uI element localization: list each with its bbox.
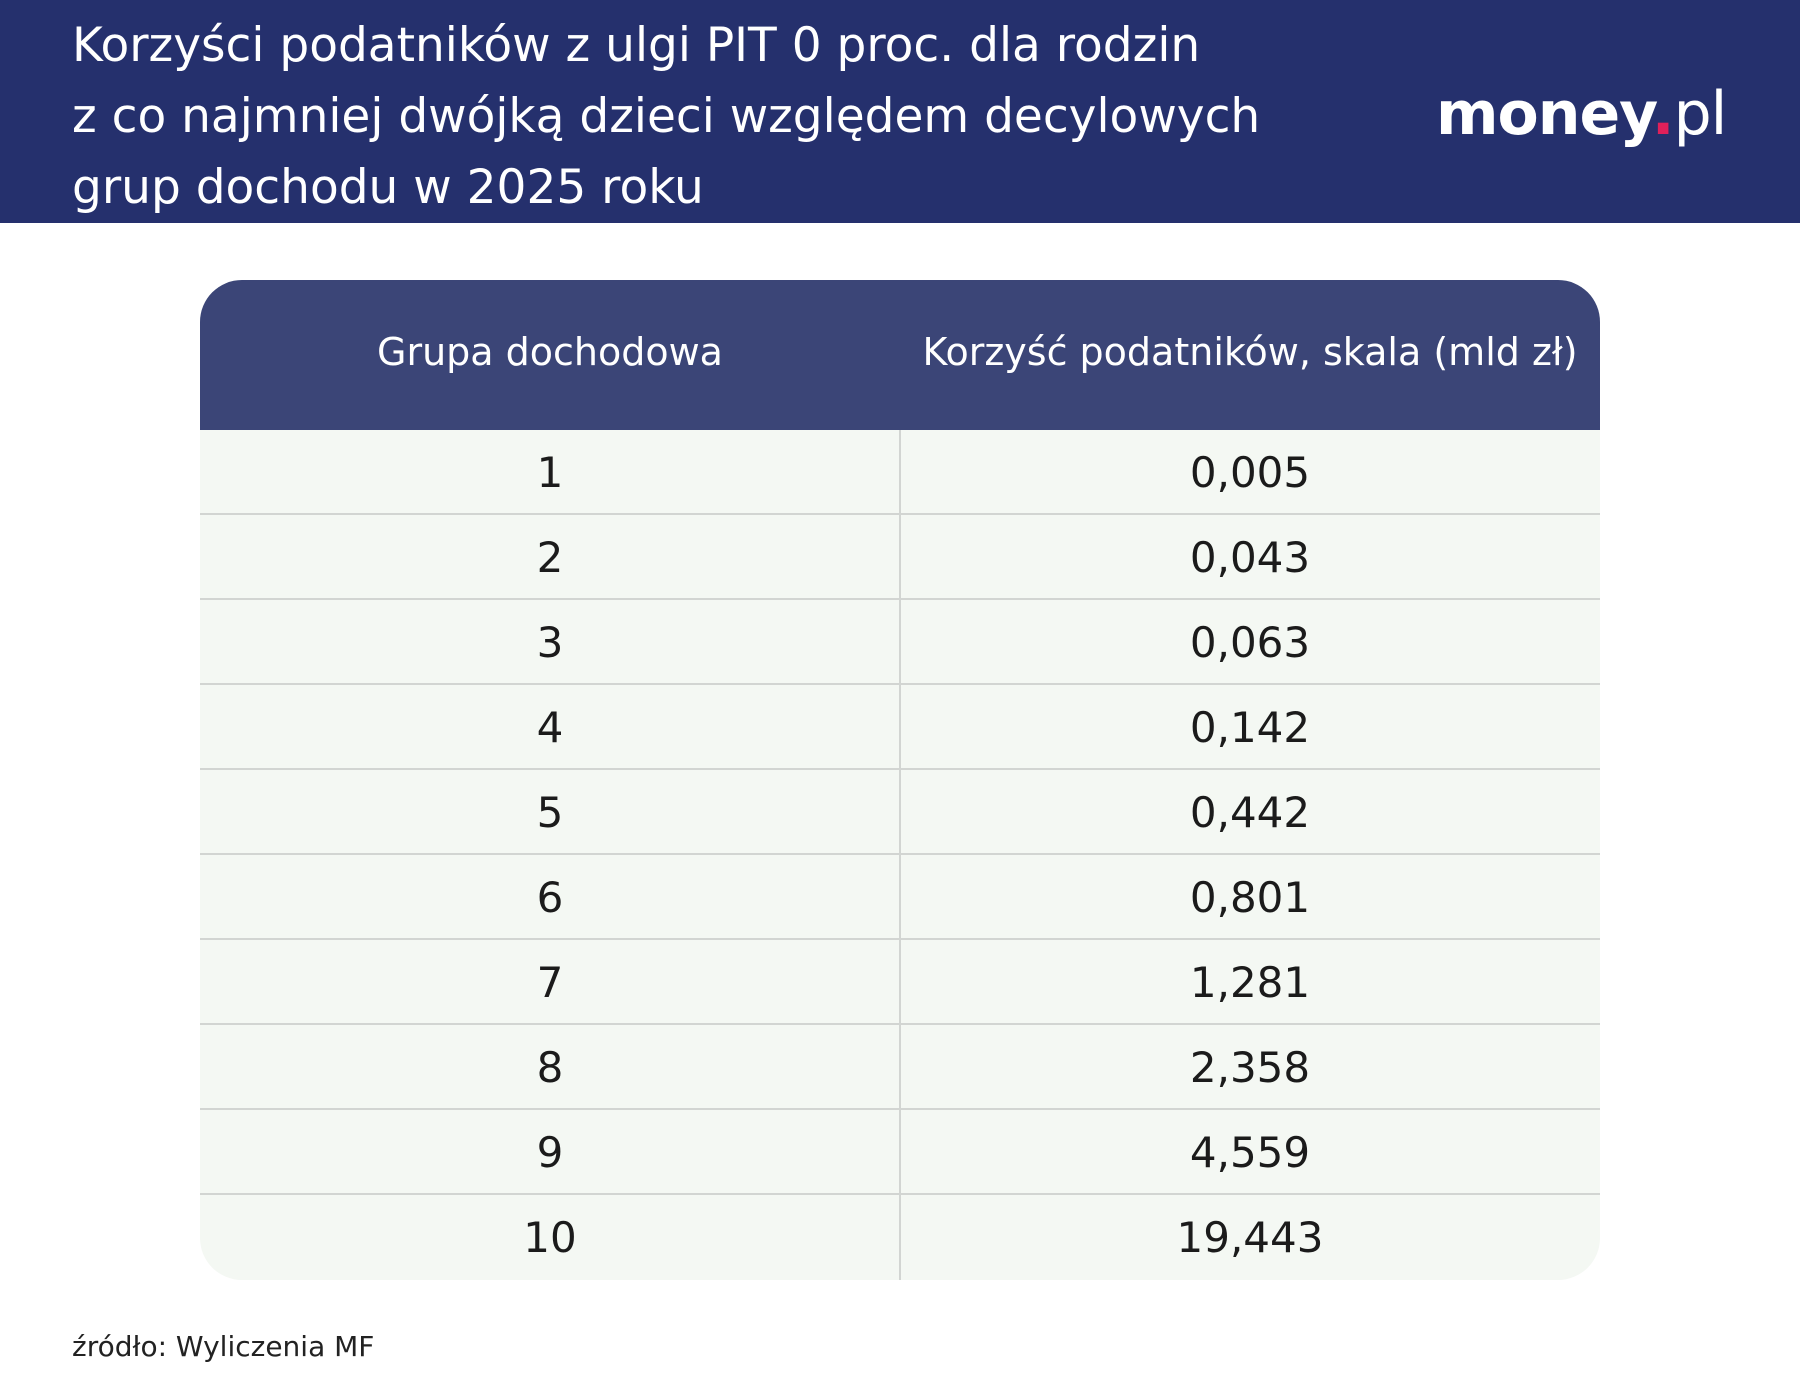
table-row: 4 0,142 — [200, 685, 1600, 770]
benefit-value-cell: 19,443 — [1176, 1213, 1324, 1262]
title-line-3: grup dochodu w 2025 roku — [72, 160, 704, 215]
row-separator — [200, 1023, 1600, 1025]
row-separator — [200, 598, 1600, 600]
income-group-cell: 2 — [536, 533, 564, 582]
column-header-group: Grupa dochodowa — [377, 330, 723, 374]
income-group-cell: 9 — [536, 1128, 564, 1177]
table-row: 6 0,801 — [200, 855, 1600, 940]
row-separator — [200, 683, 1600, 685]
table-row: 7 1,281 — [200, 940, 1600, 1025]
benefit-value-cell: 0,063 — [1189, 618, 1311, 667]
benefit-value-cell: 0,043 — [1189, 533, 1311, 582]
income-group-cell: 7 — [536, 958, 564, 1007]
column-header-value: Korzyść podatników, skala (mld zł) — [922, 330, 1578, 374]
header-banner: Korzyści podatników z ulgi PIT 0 proc. d… — [0, 0, 1800, 223]
row-separator — [200, 1108, 1600, 1110]
row-separator — [200, 768, 1600, 770]
row-separator — [200, 1193, 1600, 1195]
table-row: 10 19,443 — [200, 1195, 1600, 1280]
benefit-value-cell: 0,005 — [1189, 448, 1311, 497]
table-row: 2 0,043 — [200, 515, 1600, 600]
income-group-cell: 4 — [536, 703, 564, 752]
table-row: 3 0,063 — [200, 600, 1600, 685]
income-group-cell: 8 — [536, 1043, 564, 1092]
benefit-value-cell: 4,559 — [1189, 1128, 1311, 1177]
row-separator — [200, 938, 1600, 940]
benefit-value-cell: 0,442 — [1189, 788, 1311, 837]
table-row: 8 2,358 — [200, 1025, 1600, 1110]
row-separator — [200, 513, 1600, 515]
logo-word: money — [1436, 79, 1653, 149]
income-group-cell: 1 — [536, 448, 564, 497]
logo-dot: . — [1651, 79, 1675, 149]
table-body: 1 0,005 2 0,043 3 0,063 4 0,142 5 0,442 6 0,801 7 1,2… — [200, 430, 1600, 1280]
table-row: 9 4,559 — [200, 1110, 1600, 1195]
data-table: Grupa dochodowa Korzyść podatników, skal… — [200, 280, 1600, 1280]
income-group-cell: 10 — [523, 1213, 577, 1262]
title-line-1: Korzyści podatników z ulgi PIT 0 proc. d… — [72, 18, 1201, 73]
chart-title: Korzyści podatników z ulgi PIT 0 proc. d… — [72, 10, 1372, 223]
column-divider — [899, 430, 901, 1280]
title-line-2: z co najmniej dwójką dzieci względem dec… — [72, 89, 1261, 144]
income-group-cell: 5 — [536, 788, 564, 837]
income-group-cell: 6 — [536, 873, 564, 922]
benefit-value-cell: 0,142 — [1189, 703, 1311, 752]
table-row: 1 0,005 — [200, 430, 1600, 515]
benefit-value-cell: 0,801 — [1189, 873, 1311, 922]
source-note: źródło: Wyliczenia MF — [72, 1330, 375, 1363]
money-pl-logo: money.pl — [1436, 74, 1728, 154]
table-header: Grupa dochodowa Korzyść podatników, skal… — [200, 280, 1600, 430]
income-group-cell: 3 — [536, 618, 564, 667]
row-separator — [200, 853, 1600, 855]
logo-tld: pl — [1673, 79, 1728, 149]
benefit-value-cell: 1,281 — [1189, 958, 1311, 1007]
table-row: 5 0,442 — [200, 770, 1600, 855]
benefit-value-cell: 2,358 — [1189, 1043, 1311, 1092]
wp-logo-icon — [1580, 1282, 1736, 1354]
